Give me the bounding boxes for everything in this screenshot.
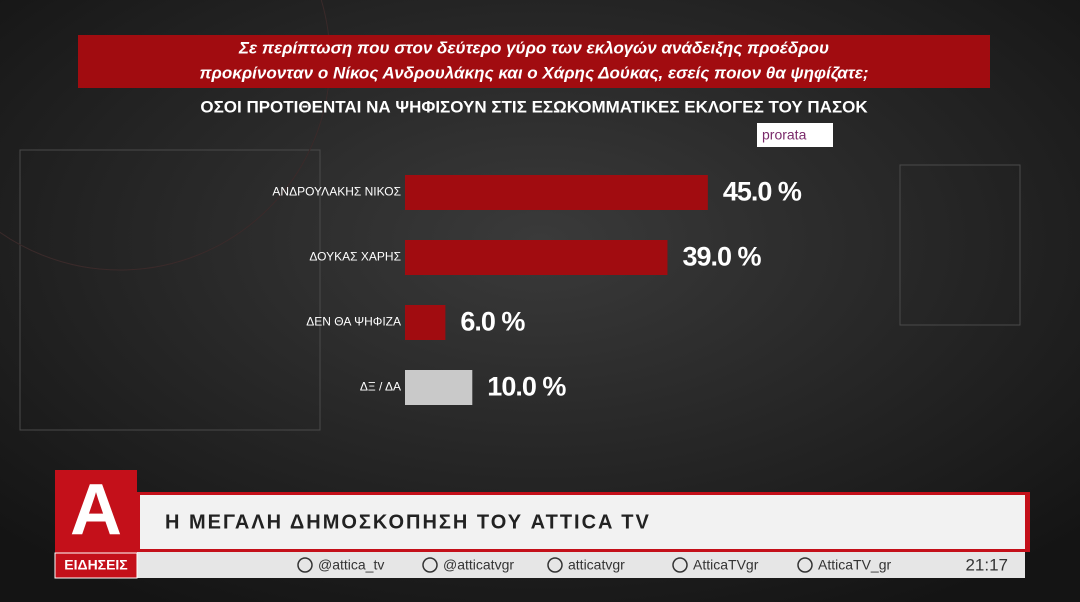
section: ΕΙΔΗΣΕΙΣ — [64, 557, 127, 573]
value-label: 10.0 % — [487, 372, 566, 402]
category-label: ΑΝΔΡΟΥΛΑΚΗΣ ΝΙΚΟΣ — [272, 185, 401, 199]
social-handle: @attica_tv — [318, 557, 384, 573]
source: prorata — [762, 127, 807, 143]
bar — [405, 175, 708, 210]
subtitle: ΟΣΟΙ ΠΡΟΤΙΘΕΝΤΑΙ ΝΑ ΨΗΦΙΣΟΥΝ ΣΤΙΣ ΕΣΩΚΟΜ… — [200, 97, 868, 116]
title-box — [78, 35, 990, 88]
value-label: 45.0 % — [723, 177, 802, 207]
clock: 21:17 — [965, 555, 1008, 574]
category-label: ΔΟΥΚΑΣ ΧΑΡΗΣ — [309, 250, 401, 264]
title-line: Σε περίπτωση που στον δεύτερο γύρο των ε… — [238, 38, 829, 57]
social-icon — [797, 557, 813, 573]
logo-box — [55, 470, 137, 555]
bar — [405, 240, 668, 275]
source-logo — [757, 123, 833, 147]
category-label: ΔΞ / ΔΑ — [360, 380, 401, 394]
social-icon — [422, 557, 438, 573]
social-handle: AtticaTVgr — [693, 557, 759, 573]
social-icon — [547, 557, 563, 573]
social-handle: AtticaTV_gr — [818, 557, 891, 573]
title-line: προκρίνονταν ο Νίκος Ανδρουλάκης και ο Χ… — [199, 63, 868, 82]
social-icon — [672, 557, 688, 573]
social-handle: @atticatvgr — [443, 557, 514, 573]
social-icon — [297, 557, 313, 573]
social-bar — [118, 552, 1025, 578]
headline: Η ΜΕΓΑΛΗ ΔΗΜΟΣΚΟΠΗΣΗ ΤΟΥ ATTICA TV — [165, 511, 651, 533]
logo: Α — [70, 470, 122, 550]
bar — [405, 370, 473, 405]
value-label: 39.0 % — [682, 242, 761, 272]
social-handle: atticatvgr — [568, 557, 625, 573]
value-label: 6.0 % — [460, 307, 525, 337]
category-label: ΔΕΝ ΘΑ ΨΗΦΙΖΑ — [306, 315, 401, 329]
headline-box — [140, 495, 1025, 549]
bar — [405, 305, 446, 340]
bars: ΑΝΔΡΟΥΛΑΚΗΣ ΝΙΚΟΣ 45.0 % ΔΟΥΚΑΣ ΧΑΡΗΣ 39.0 … — [272, 175, 803, 405]
socials: @attica_tv @atticatvgr atticatvgr AtticaTVg… — [297, 557, 891, 573]
section-box — [54, 552, 138, 579]
